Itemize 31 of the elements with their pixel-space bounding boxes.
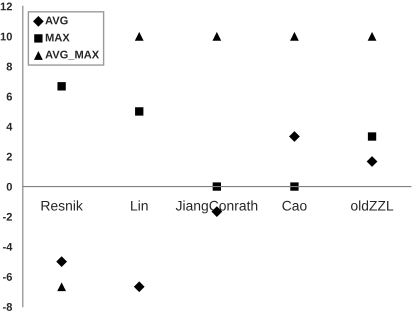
point (56, 256, 68, 268)
y-tick-label: 4 (6, 122, 12, 130)
y-tick-label: 2 (6, 152, 12, 161)
x-tick-label: JiangConrath (176, 200, 258, 214)
y-tick-label: -2 (2, 212, 12, 221)
point (290, 32, 299, 41)
y-tick-label: 0 (6, 182, 12, 191)
legend-label: MAX (46, 34, 70, 42)
point (368, 32, 376, 41)
y-tick-label: -4 (2, 243, 12, 251)
point (57, 82, 66, 91)
y-tick-label: 12 (0, 2, 12, 10)
x-tick-label: Resnik (42, 200, 83, 211)
point (135, 107, 144, 116)
y-tick-label: 8 (6, 62, 12, 70)
x-tick-label: Cao (282, 200, 307, 211)
x-tick-label: Lin (131, 200, 148, 210)
y-tick-label: 10 (0, 32, 12, 40)
point (366, 156, 378, 167)
legend-label: AVG_MAX (45, 50, 100, 60)
point (134, 281, 145, 292)
y-tick-label: 6 (6, 92, 12, 101)
point (289, 131, 300, 142)
point (368, 132, 376, 141)
point (134, 32, 144, 41)
y-tick-label: -8 (2, 303, 12, 311)
y-tick-label: -6 (2, 272, 12, 281)
legend-label: AVG (45, 16, 68, 24)
point (57, 282, 66, 292)
point (212, 32, 222, 41)
x-tick-label: oldZZL (351, 200, 394, 211)
